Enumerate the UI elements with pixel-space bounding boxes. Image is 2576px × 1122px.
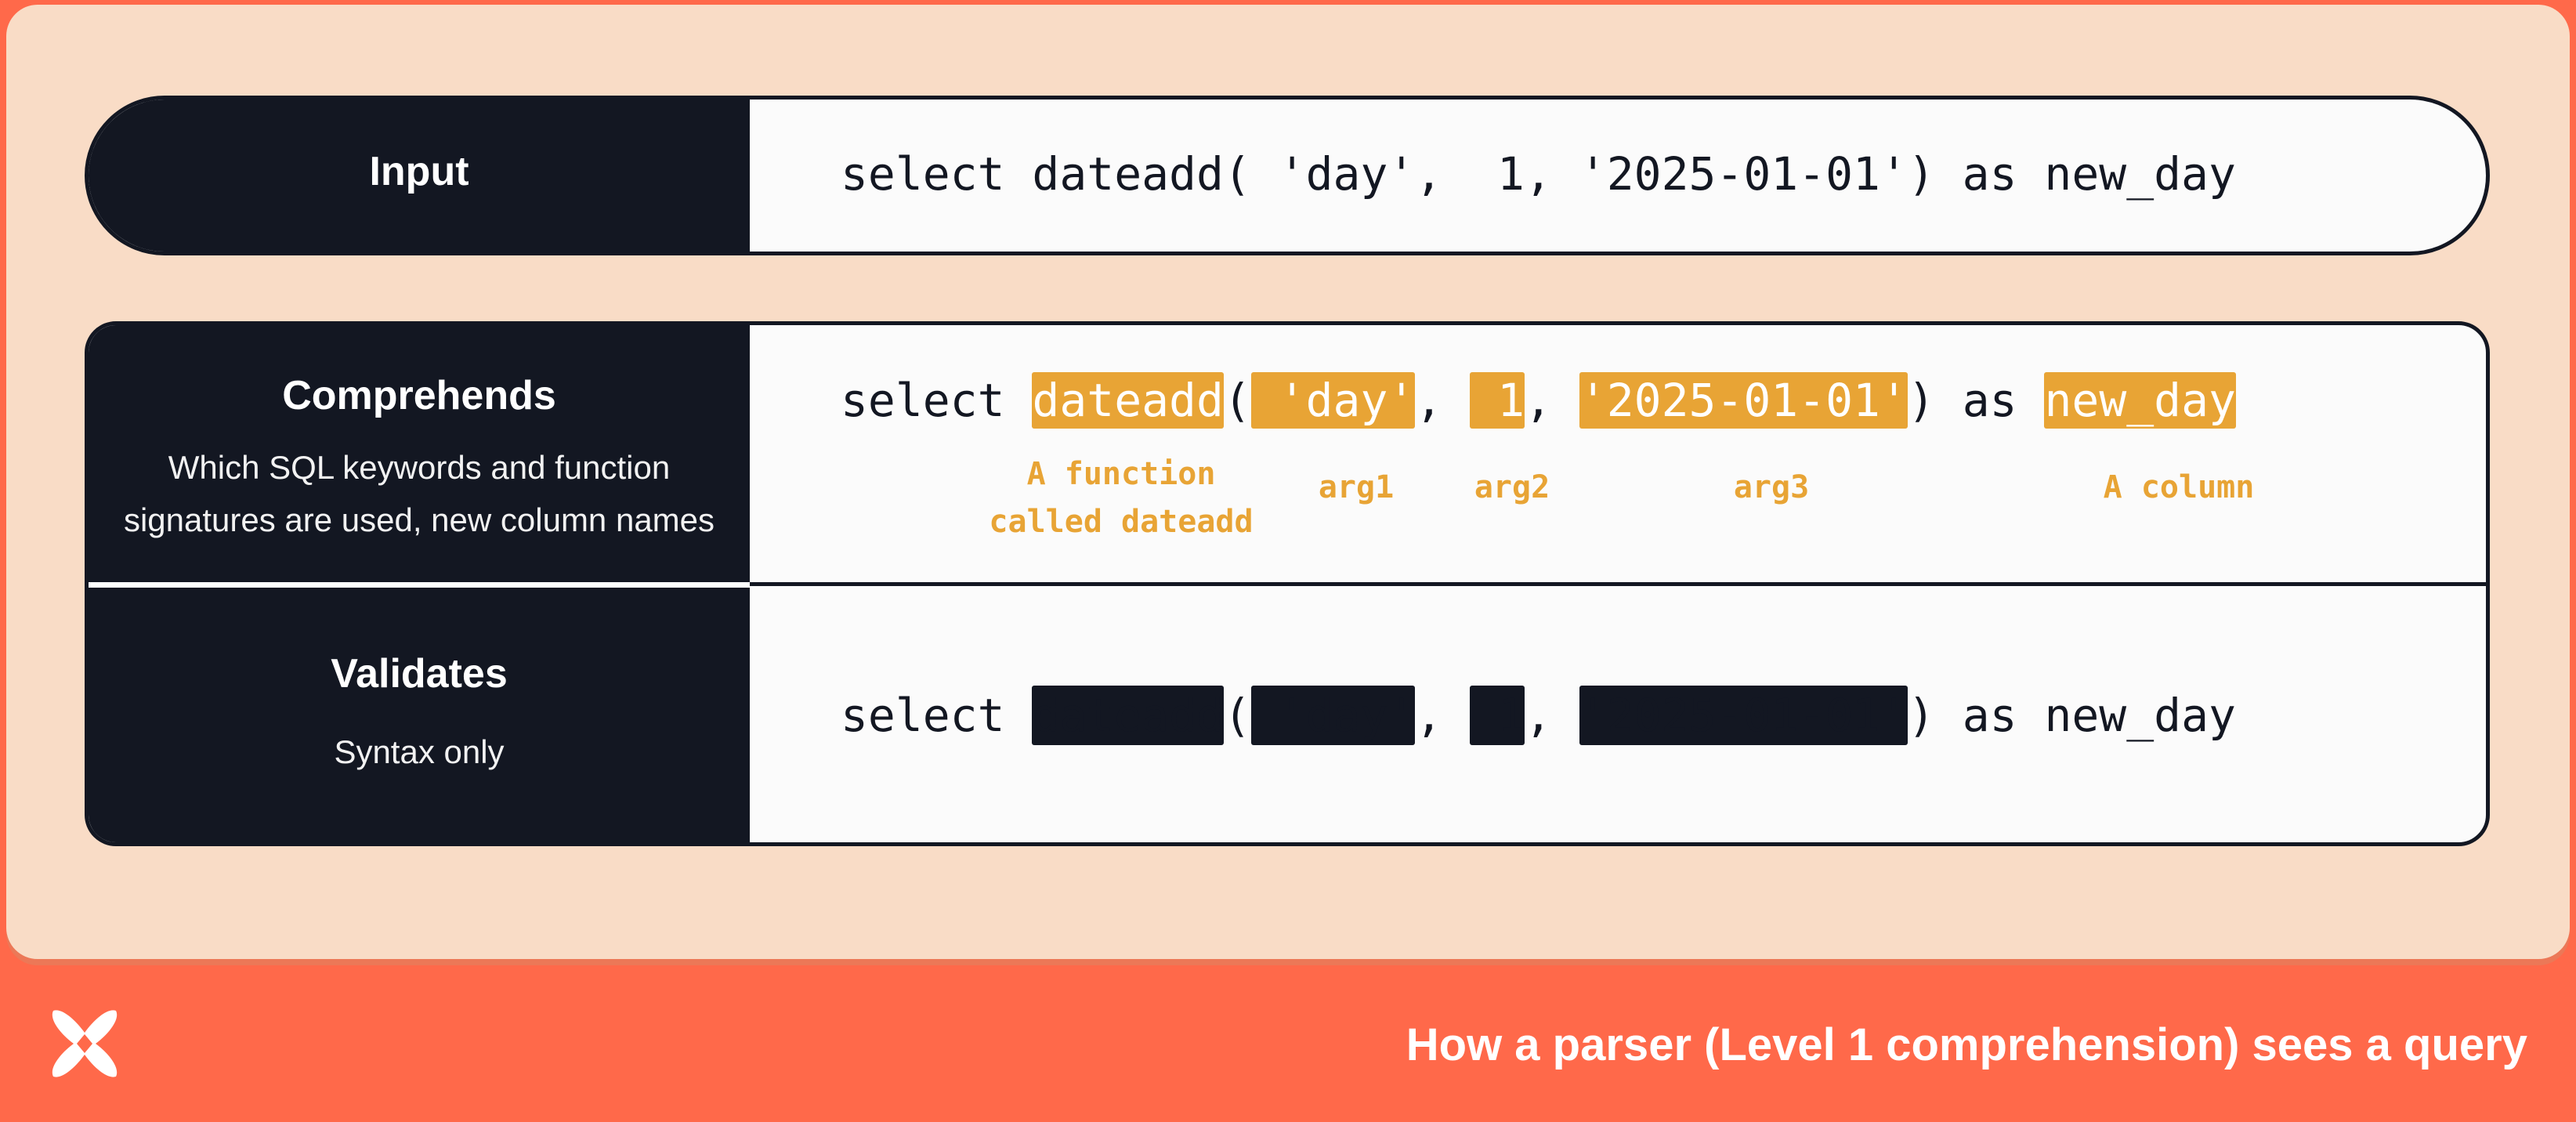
code-text: ( bbox=[1223, 374, 1251, 427]
redacted-token: 'day' bbox=[1250, 686, 1416, 745]
input-title: Input bbox=[369, 149, 469, 194]
code-text: , bbox=[1415, 374, 1471, 427]
validates-code: select dateadd( 'day', 1, '2025-01-01') … bbox=[841, 676, 2236, 755]
row-divider bbox=[750, 582, 2486, 586]
redacted-token: 1 bbox=[1470, 686, 1525, 745]
validates-subtitle: Syntax only bbox=[334, 733, 505, 770]
highlighted-token: '2025-01-01' bbox=[1579, 372, 1908, 429]
highlighted-token: 'day' bbox=[1250, 372, 1416, 429]
annotation-column: A column bbox=[2103, 469, 2255, 505]
highlighted-token: dateadd bbox=[1032, 372, 1224, 429]
code-text: select dateadd( 'day', 1, '2025-01-01') … bbox=[841, 147, 2236, 201]
code-text: , bbox=[1525, 689, 1579, 742]
redacted-token: '2025-01-01' bbox=[1579, 686, 1908, 745]
comprehends-subtitle-line1: Which SQL keywords and function bbox=[168, 449, 671, 486]
code-text: ) as new_day bbox=[1907, 689, 2236, 742]
dbt-logo-icon bbox=[52, 1010, 118, 1077]
code-text: , bbox=[1415, 689, 1471, 742]
annotation-arg3: arg3 bbox=[1733, 469, 1810, 505]
input-code: select dateadd( 'day', 1, '2025-01-01') … bbox=[841, 135, 2236, 213]
footer-caption: How a parser (Level 1 comprehension) see… bbox=[1406, 1019, 2527, 1070]
redacted-token: dateadd bbox=[1032, 686, 1224, 745]
annotation-arg1: arg1 bbox=[1318, 469, 1395, 505]
highlighted-token: new_day bbox=[2044, 372, 2236, 429]
row-divider bbox=[89, 582, 750, 588]
code-text: select bbox=[841, 374, 1033, 427]
highlighted-token: 1 bbox=[1470, 372, 1525, 429]
validates-title: Validates bbox=[331, 651, 508, 697]
comprehends-code: select dateadd( 'day', 1, '2025-01-01') … bbox=[841, 361, 2236, 440]
code-text: ) as bbox=[1907, 374, 2045, 427]
annotation-function: A function called dateadd bbox=[989, 456, 1254, 540]
code-text: , bbox=[1525, 374, 1579, 427]
code-text: ( bbox=[1223, 689, 1251, 742]
comprehends-label-cell: Comprehends Which SQL keywords and funct… bbox=[89, 325, 750, 582]
validates-label-cell: Validates Syntax only bbox=[89, 588, 750, 842]
parser-output-box: Comprehends Which SQL keywords and funct… bbox=[85, 321, 2490, 846]
annotation-arg2: arg2 bbox=[1474, 469, 1550, 505]
input-row: Input select dateadd( 'day', 1, '2025-01… bbox=[85, 96, 2490, 255]
input-label-cell: Input bbox=[89, 100, 750, 252]
code-text: select bbox=[841, 689, 1033, 742]
comprehends-title: Comprehends bbox=[282, 373, 556, 418]
comprehends-subtitle-line2: signatures are used, new column names bbox=[123, 501, 715, 538]
